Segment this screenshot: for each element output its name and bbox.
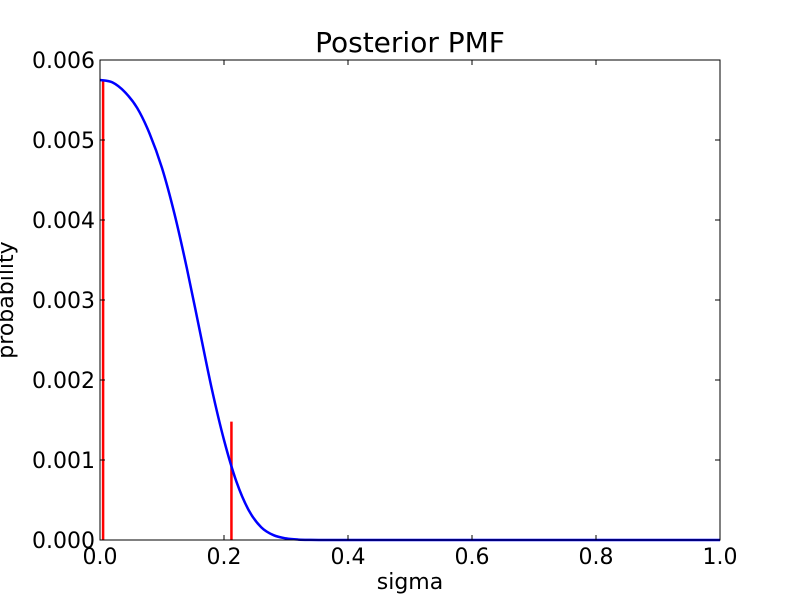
chart-title: Posterior PMF: [315, 26, 505, 59]
x-tick-label: 0.0: [83, 545, 118, 570]
y-tick-label: 0.006: [32, 49, 95, 74]
x-tick-label: 1.0: [703, 545, 738, 570]
y-axis: 0.000 0.001 0.002 0.003 0.004 0.005 0.006: [32, 49, 720, 554]
y-axis-label: probability: [0, 241, 19, 358]
y-tick-label: 0.004: [32, 209, 95, 234]
y-tick-label: 0.005: [32, 129, 95, 154]
x-tick-label: 0.4: [331, 545, 366, 570]
x-tick-label: 0.2: [207, 545, 242, 570]
x-axis-label: sigma: [377, 570, 443, 595]
y-tick-label: 0.003: [32, 289, 95, 314]
x-tick-label: 0.6: [455, 545, 490, 570]
y-tick-label: 0.002: [32, 369, 95, 394]
x-tick-label: 0.8: [579, 545, 614, 570]
x-axis: 0.0 0.2 0.4 0.6 0.8 1.0: [83, 60, 738, 570]
y-tick-label: 0.000: [32, 529, 95, 554]
y-tick-label: 0.001: [32, 449, 95, 474]
